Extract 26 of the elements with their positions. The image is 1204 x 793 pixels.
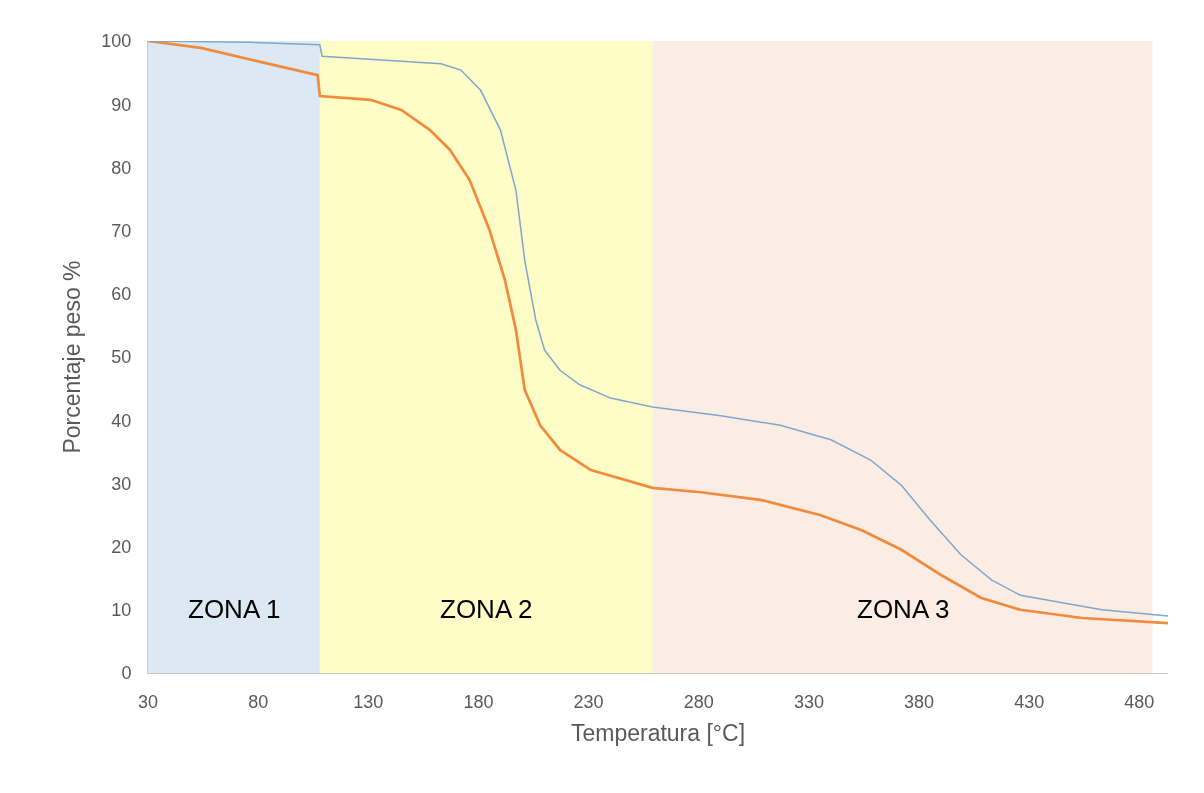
y-tick-label: 80 (111, 157, 132, 178)
x-tick-label: 430 (1014, 691, 1045, 712)
x-tick-label: 280 (683, 691, 714, 712)
y-tick-label: 50 (111, 347, 132, 368)
x-tick-label: 380 (904, 691, 935, 712)
y-tick-label: 10 (111, 600, 132, 621)
y-tick-label: 60 (111, 284, 132, 305)
y-tick-label: 100 (101, 31, 132, 52)
band-label: ZONA 2 (440, 594, 533, 624)
y-tick-label: 90 (111, 94, 132, 115)
x-tick-label: 30 (137, 691, 159, 712)
y-tick-label: 0 (121, 663, 132, 684)
x-tick-label: 330 (793, 691, 824, 712)
x-axis-title: Temperatura [°C] (570, 720, 746, 747)
y-tick-label: 30 (111, 473, 132, 494)
x-tick-label: 80 (248, 691, 269, 712)
x-tick-label: 480 (1124, 691, 1155, 712)
x-tick-label: 180 (463, 691, 494, 712)
y-tick-label: 40 (111, 410, 132, 431)
y-axis-title: Porcentaje peso % (58, 260, 85, 454)
x-tick-label: 130 (353, 691, 384, 712)
band-label: ZONA 1 (188, 594, 281, 624)
y-tick-label: 20 (111, 536, 132, 557)
y-tick-label: 70 (111, 220, 132, 241)
band-label: ZONA 3 (857, 594, 950, 624)
x-tick-label: 230 (573, 691, 604, 712)
